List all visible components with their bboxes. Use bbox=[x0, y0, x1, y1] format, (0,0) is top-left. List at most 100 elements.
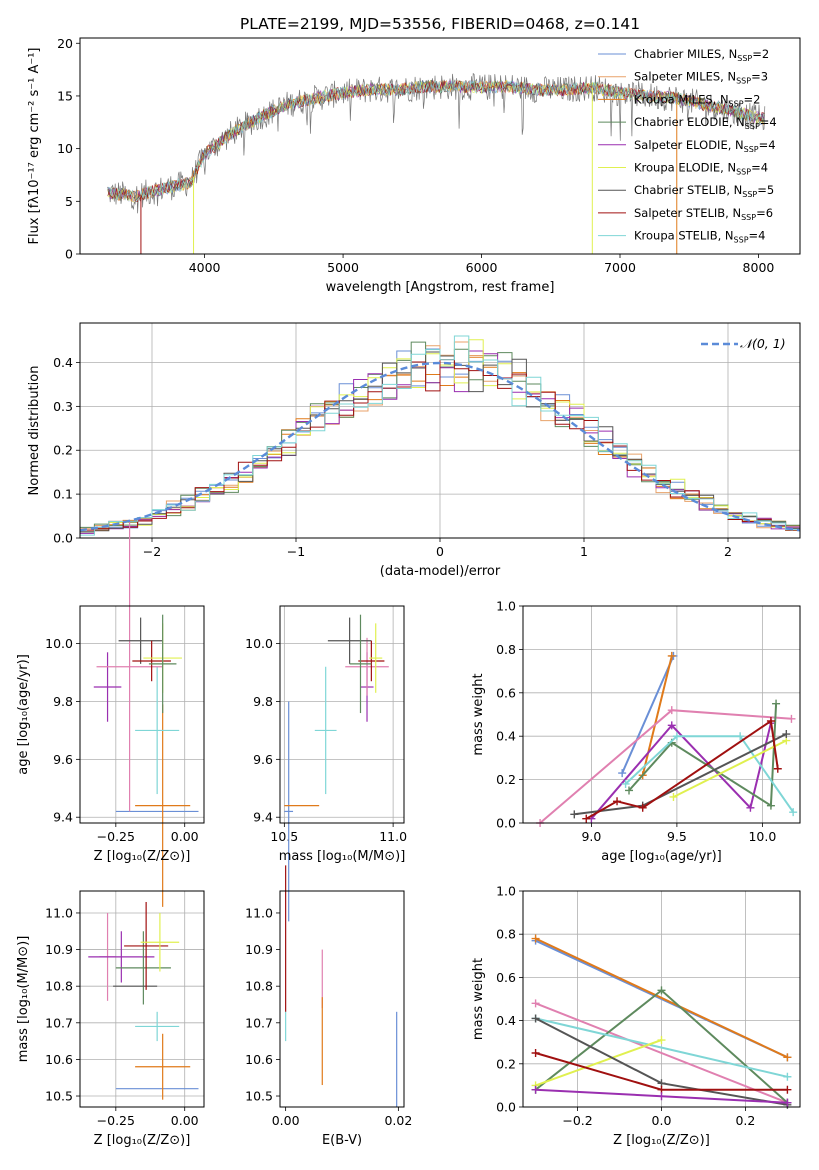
series-marker bbox=[667, 651, 676, 660]
series-marker bbox=[618, 769, 627, 778]
legend-label: Salpeter STELIB, NSSP=6 bbox=[634, 206, 773, 222]
x-tick-label: 0.00 bbox=[171, 1113, 199, 1128]
weight-series bbox=[587, 719, 775, 823]
weight-vs-Z-chart: −0.2 0.0 0.2 0.0 0.2 0.4 0.6 0.8 1.0 Z [log₁₀(Z/Z… bbox=[471, 884, 801, 1148]
x-tick-label: 5000 bbox=[327, 260, 359, 275]
series-marker bbox=[531, 1085, 540, 1094]
y-axis-label: Normed distribution bbox=[27, 366, 42, 496]
y-tick-label: 10.0 bbox=[245, 636, 273, 651]
y-tick-label: 9.8 bbox=[253, 694, 273, 709]
x-tick-label: 9.0 bbox=[581, 829, 601, 844]
legend-label: Kroupa MILES, NSSP=2 bbox=[634, 92, 760, 108]
y-tick-label: 0 bbox=[65, 247, 73, 262]
errorbar-point bbox=[284, 701, 294, 922]
spectrum-lines bbox=[107, 72, 766, 254]
x-axis-label: E(B-V) bbox=[322, 1133, 362, 1148]
x-axis-label: Z [log₁₀(Z/Z⊙)] bbox=[94, 849, 191, 864]
x-tick-label: −1 bbox=[287, 544, 305, 559]
series-marker bbox=[531, 1049, 540, 1057]
errorbar-point bbox=[132, 640, 171, 682]
series-line bbox=[535, 1039, 662, 1087]
series-marker bbox=[736, 732, 745, 741]
series-marker bbox=[621, 779, 630, 788]
errorbar-point bbox=[135, 704, 191, 907]
y-tick-label: 0.4 bbox=[496, 1013, 516, 1028]
model-spectrum-line bbox=[107, 79, 765, 202]
y-tick-label: 9.6 bbox=[253, 752, 273, 767]
errorbar-point bbox=[135, 1011, 180, 1042]
errorbar-point bbox=[349, 614, 372, 714]
y-tick-label: 1.0 bbox=[496, 599, 516, 614]
errorbar-point bbox=[345, 637, 389, 696]
y-tick-label: 10.8 bbox=[245, 979, 273, 994]
series-marker bbox=[766, 717, 775, 726]
series-marker bbox=[657, 986, 666, 995]
y-tick-label: 0.0 bbox=[496, 1100, 516, 1115]
x-tick-label: 8000 bbox=[743, 260, 775, 275]
x-tick-label: 7000 bbox=[604, 260, 636, 275]
weight-series bbox=[621, 732, 798, 817]
model-spectrum-line bbox=[107, 79, 765, 203]
plot-frame bbox=[79, 890, 205, 1108]
y-tick-label: 0.2 bbox=[53, 443, 73, 458]
x-tick-label: 10.0 bbox=[748, 829, 776, 844]
series-line bbox=[641, 655, 673, 776]
series-marker bbox=[782, 730, 791, 739]
x-tick-label: 11.0 bbox=[379, 829, 407, 844]
series-marker bbox=[783, 1053, 792, 1062]
series-marker bbox=[773, 764, 782, 773]
series-marker bbox=[672, 732, 681, 741]
y-tick-label: 0.0 bbox=[53, 531, 73, 546]
x-tick-label: −0.25 bbox=[97, 1113, 135, 1128]
series-marker bbox=[625, 786, 634, 795]
series-line bbox=[539, 709, 792, 824]
x-axis-label: Z [log₁₀(Z/Z⊙)] bbox=[613, 1133, 710, 1148]
series-marker bbox=[772, 699, 781, 708]
legend-label: 𝒩(0, 1) bbox=[740, 336, 786, 351]
x-tick-label: 0.02 bbox=[384, 1113, 412, 1128]
figure-title: PLATE=2199, MJD=53556, FIBERID=0468, z=0… bbox=[240, 15, 640, 33]
series-marker bbox=[783, 1085, 792, 1094]
plot-frame bbox=[522, 605, 801, 824]
series-marker bbox=[667, 706, 676, 715]
y-tick-label: 10.5 bbox=[245, 1089, 273, 1104]
series-line bbox=[624, 735, 795, 813]
legend-label: Salpeter MILES, NSSP=3 bbox=[634, 70, 768, 86]
x-tick-label: −0.2 bbox=[562, 1113, 592, 1128]
x-axis-label: Z [log₁₀(Z/Z⊙)] bbox=[94, 1133, 191, 1148]
x-tick-label: 0.0 bbox=[652, 1113, 672, 1128]
series-marker bbox=[789, 808, 798, 817]
errorbar-point bbox=[93, 652, 122, 722]
x-tick-label: 0 bbox=[436, 544, 444, 559]
legend-label: Kroupa STELIB, NSSP=4 bbox=[634, 229, 765, 245]
series-line bbox=[535, 937, 788, 1059]
legend-label: Chabrier STELIB, NSSP=5 bbox=[634, 183, 774, 199]
weight-series bbox=[536, 706, 796, 827]
weight-vs-age-chart: 9.0 9.5 10.0 0.0 0.2 0.4 0.6 0.8 1.0 age [log₁₀(a… bbox=[471, 599, 801, 864]
series-marker bbox=[531, 1014, 540, 1023]
series-marker bbox=[570, 810, 579, 819]
y-tick-label: 10.8 bbox=[45, 979, 73, 994]
series-marker bbox=[667, 721, 676, 730]
y-tick-label: 10.6 bbox=[245, 1052, 273, 1067]
x-tick-label: 10.5 bbox=[270, 829, 298, 844]
y-tick-label: 9.4 bbox=[53, 810, 73, 825]
y-tick-label: 0.0 bbox=[496, 816, 516, 831]
y-axis-label: mass weight bbox=[471, 673, 486, 755]
y-tick-label: 10 bbox=[57, 141, 73, 156]
plot-frame bbox=[279, 890, 405, 1108]
y-tick-label: 0.3 bbox=[53, 399, 73, 414]
y-tick-label: 20 bbox=[57, 36, 73, 51]
weight-series bbox=[531, 934, 792, 1062]
series-marker bbox=[787, 714, 796, 723]
spectrum-chart: 4000 5000 6000 7000 8000 0 5 10 15 20 wavelength [… bbox=[27, 36, 801, 295]
series-marker bbox=[783, 1072, 792, 1081]
series-marker bbox=[783, 1098, 792, 1107]
errorbar-point bbox=[358, 640, 385, 682]
errorbar-point bbox=[115, 931, 171, 1005]
weight-series bbox=[582, 717, 782, 823]
mass-vs-EBV-chart: 0.00 0.02 10.5 10.6 10.7 10.8 10.9 11.0 E(B-V) bbox=[245, 865, 412, 1148]
normal-curve bbox=[80, 361, 800, 532]
errorbar-point bbox=[118, 617, 163, 664]
